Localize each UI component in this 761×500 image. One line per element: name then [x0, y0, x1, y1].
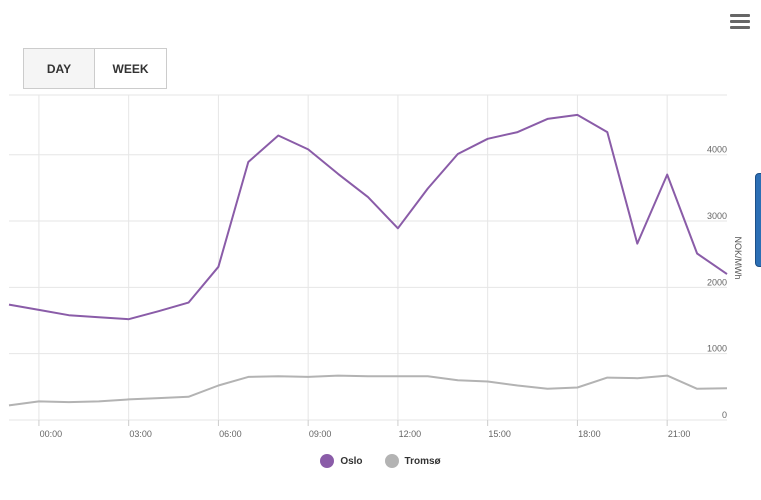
legend-label-oslo: Oslo	[340, 455, 363, 467]
x-tick-label: 03:00	[129, 429, 152, 439]
tab-day[interactable]: DAY	[23, 48, 95, 89]
y-tick-label: 2000	[707, 277, 727, 287]
series-layer	[8, 113, 728, 407]
y-tick-label: 3000	[707, 211, 727, 221]
x-tick-label: 15:00	[488, 429, 511, 439]
legend-dot-tromso	[384, 454, 399, 468]
y-tick-label: 1000	[707, 344, 727, 354]
hamburger-menu-icon[interactable]	[730, 14, 750, 32]
legend-label-tromso: Tromsø	[404, 455, 441, 467]
series-line-tromso[interactable]	[8, 374, 728, 407]
x-tick-label: 09:00	[309, 429, 332, 439]
x-tick-label: 12:00	[399, 429, 422, 439]
legend-dot-oslo	[320, 454, 335, 468]
tab-week[interactable]: WEEK	[95, 48, 167, 89]
y-tick-label: 0	[722, 410, 727, 420]
grid-layer	[9, 94, 727, 421]
x-tick-label: 06:00	[219, 429, 242, 439]
chart-legend: Oslo Tromsø	[0, 454, 761, 468]
x-tick-label: 00:00	[40, 429, 63, 439]
x-axis-ticks: 00:00 03:00 06:00 09:00 12:00 15:00 18:00 21:00	[38, 420, 691, 439]
y-tick-label: 4000	[707, 145, 727, 155]
legend-item-oslo[interactable]: Oslo	[320, 454, 363, 468]
legend-item-tromso[interactable]: Tromsø	[384, 454, 441, 468]
x-tick-label: 21:00	[668, 429, 691, 439]
y-axis-ticks: 0 1000 2000 3000 4000	[707, 145, 727, 420]
x-tick-label: 18:00	[578, 429, 601, 439]
y-axis-label: NOK/MWh	[733, 236, 743, 279]
series-line-oslo[interactable]	[8, 113, 728, 321]
side-panel-handle[interactable]	[755, 173, 761, 267]
period-tabs: DAY WEEK	[23, 48, 167, 89]
